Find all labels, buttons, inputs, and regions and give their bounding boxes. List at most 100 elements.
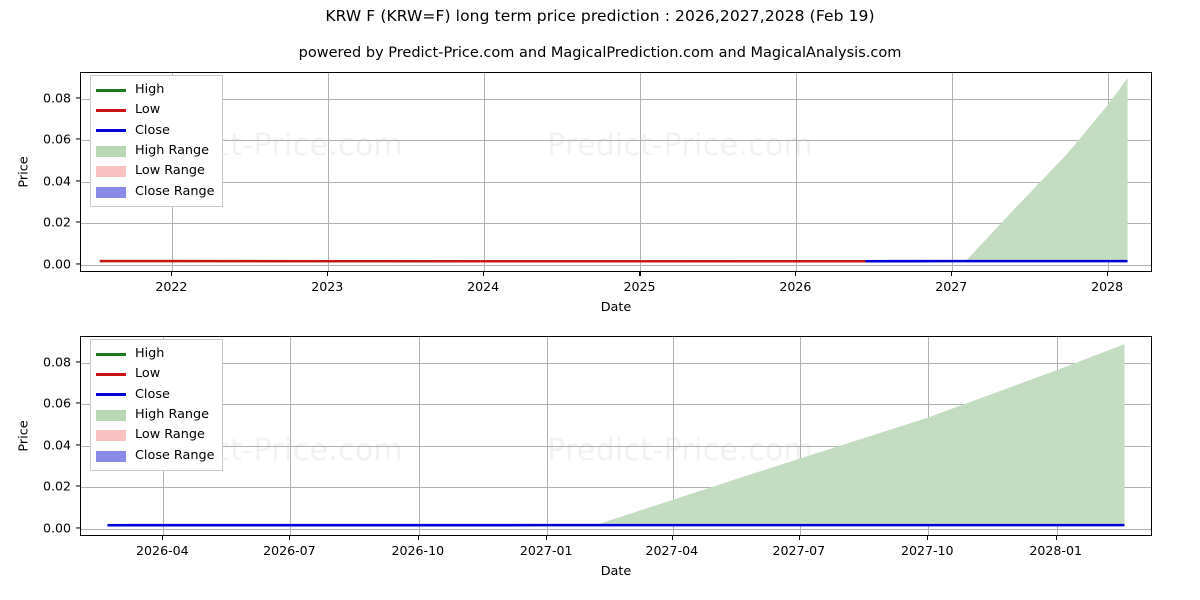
gridline-vertical xyxy=(672,337,674,535)
legend-swatch-close-icon xyxy=(96,393,126,397)
x-tick-label: 2026-10 xyxy=(391,543,445,558)
x-tick-mark xyxy=(1107,272,1109,276)
x-tick-label: 2024 xyxy=(467,279,500,294)
x-tick-label: 2026-04 xyxy=(136,543,189,558)
legend-item-close-range[interactable]: Close Range xyxy=(96,182,215,202)
x-tick-mark xyxy=(289,536,291,540)
gridline-horizontal xyxy=(81,140,1151,142)
x-tick-mark xyxy=(639,272,641,276)
x-tick-label: 2027 xyxy=(935,279,968,294)
gridline-vertical xyxy=(952,73,954,271)
y-tick-mark xyxy=(76,361,80,363)
legend-label: Close Range xyxy=(135,183,215,199)
legend-item-close-range[interactable]: Close Range xyxy=(96,446,215,466)
gridline-horizontal xyxy=(81,528,1151,530)
gridline-vertical xyxy=(796,73,798,271)
x-tick-mark xyxy=(795,272,797,276)
gridline-horizontal xyxy=(81,404,1151,406)
legend-label: High xyxy=(135,345,165,361)
y-tick-label: 0.06 xyxy=(42,131,71,147)
chart-subtitle: powered by Predict-Price.com and Magical… xyxy=(298,45,902,61)
x-tick-label: 2025 xyxy=(623,279,656,294)
band-high-range xyxy=(595,344,1125,526)
gridline-horizontal xyxy=(81,362,1151,364)
x-tick-mark xyxy=(483,272,485,276)
x-tick-mark xyxy=(171,272,173,276)
bottom-chart-series-layer xyxy=(107,344,1125,527)
x-tick-mark xyxy=(927,536,929,540)
bottom-chart-x-axis-label: Date xyxy=(600,564,632,579)
x-tick-label: 2026-07 xyxy=(263,543,316,558)
gridline-vertical xyxy=(418,337,420,535)
legend-label: High xyxy=(135,81,165,97)
chart-title: KRW F (KRW=F) long term price prediction… xyxy=(325,7,875,25)
legend-item-high[interactable]: High xyxy=(96,80,215,100)
legend-label: Low Range xyxy=(135,163,205,179)
x-tick-mark xyxy=(798,536,800,540)
x-tick-mark xyxy=(546,536,548,540)
legend-label: High Range xyxy=(135,406,210,422)
gridline-vertical xyxy=(799,337,801,535)
legend-item-low-range[interactable]: Low Range xyxy=(96,426,215,446)
y-tick-mark xyxy=(76,180,80,182)
gridline-horizontal xyxy=(81,223,1151,225)
legend-swatch-low-icon xyxy=(96,373,126,377)
y-tick-mark xyxy=(76,402,80,404)
top-chart-panel: Predict-Price.com Predict-Price.com 0.00… xyxy=(17,72,1152,315)
legend-swatch-low-range-icon xyxy=(96,430,126,442)
top-chart-plot-area: Predict-Price.com Predict-Price.com xyxy=(80,72,1152,272)
legend-item-low-range[interactable]: Low Range xyxy=(96,162,215,182)
x-tick-mark xyxy=(417,536,419,540)
gridline-horizontal xyxy=(81,445,1151,447)
legend-label: Close Range xyxy=(135,447,215,463)
legend-label: Low xyxy=(135,366,161,382)
y-tick-label: 0.04 xyxy=(42,173,71,189)
legend-item-high-range[interactable]: High Range xyxy=(96,141,215,161)
legend-item-low[interactable]: Low xyxy=(96,364,215,384)
gridline-vertical xyxy=(328,73,330,271)
legend-label: Low Range xyxy=(135,427,205,443)
x-tick-mark xyxy=(162,536,164,540)
x-tick-label: 2027-10 xyxy=(900,543,954,558)
gridline-horizontal xyxy=(81,181,1151,183)
x-tick-mark xyxy=(327,272,329,276)
legend-item-high[interactable]: High xyxy=(96,344,215,364)
gridline-vertical xyxy=(290,337,292,535)
gridline-horizontal xyxy=(81,98,1151,100)
x-tick-mark xyxy=(951,272,953,276)
y-tick-label: 0.02 xyxy=(42,478,71,494)
gridline-horizontal xyxy=(81,487,1151,489)
bottom-chart-legend: High Low Close High Range Low Range Close Ran… xyxy=(90,339,223,472)
x-tick-label: 2026 xyxy=(779,279,812,294)
y-tick-mark xyxy=(76,221,80,223)
y-tick-mark xyxy=(76,97,80,99)
top-chart-x-axis-label: Date xyxy=(600,300,632,315)
gridline-vertical xyxy=(484,73,486,271)
legend-item-close[interactable]: Close xyxy=(96,121,215,141)
y-tick-label: 0.08 xyxy=(42,354,71,370)
gridline-horizontal xyxy=(81,264,1151,266)
legend-swatch-close-icon xyxy=(96,129,126,133)
bottom-chart-y-axis-label: Price xyxy=(16,420,32,452)
legend-label: Close xyxy=(135,122,170,138)
y-tick-label: 0.02 xyxy=(42,214,71,230)
x-tick-label: 2027-04 xyxy=(645,543,699,558)
gridline-vertical xyxy=(547,337,549,535)
legend-swatch-high-icon xyxy=(96,352,126,356)
legend-item-close[interactable]: Close xyxy=(96,385,215,405)
y-tick-mark xyxy=(76,263,80,265)
legend-item-low[interactable]: Low xyxy=(96,100,215,120)
y-tick-label: 0.00 xyxy=(42,520,71,536)
legend-label: Close xyxy=(135,386,170,402)
legend-item-high-range[interactable]: High Range xyxy=(96,405,215,425)
legend-label: High Range xyxy=(135,142,210,158)
legend-swatch-close-range-icon xyxy=(96,450,126,462)
x-tick-label: 2023 xyxy=(311,279,344,294)
y-tick-mark xyxy=(76,527,80,529)
legend-swatch-low-icon xyxy=(96,109,126,113)
x-tick-mark xyxy=(671,536,673,540)
legend-swatch-low-range-icon xyxy=(96,166,126,178)
legend-swatch-high-range-icon xyxy=(96,145,126,157)
legend-label: Low xyxy=(135,102,161,118)
